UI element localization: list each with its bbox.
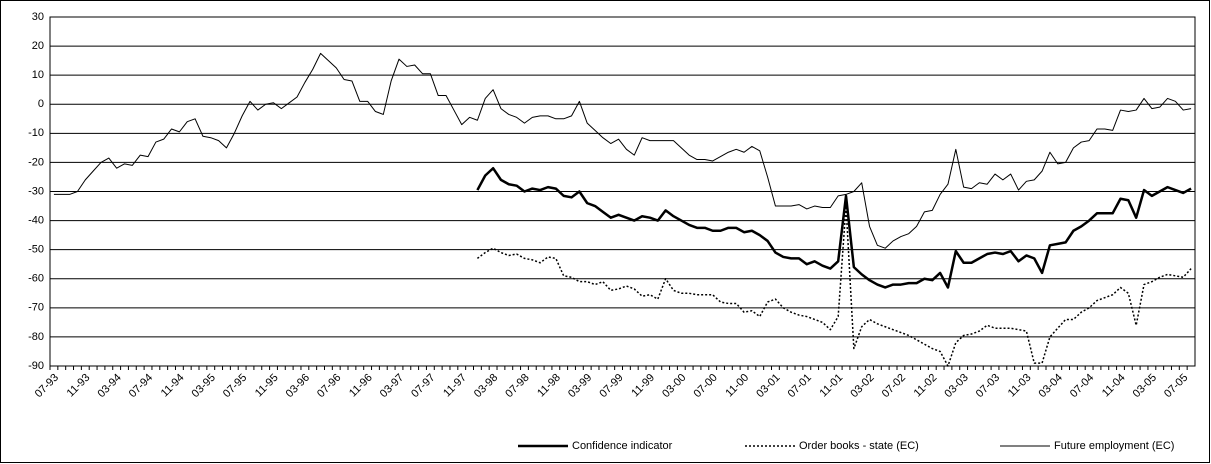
plot-lines	[53, 52, 1192, 367]
y-tick-label: -90	[28, 360, 44, 372]
series-line	[476, 166, 1192, 289]
y-tick-label: 0	[38, 98, 44, 110]
y-tick-label: -80	[28, 331, 44, 343]
y-tick-label: -30	[28, 185, 44, 197]
y-tick-label: 20	[32, 40, 44, 52]
series-line	[53, 52, 1192, 249]
y-tick-label: -40	[28, 214, 44, 226]
y-tick-label: -10	[28, 127, 44, 139]
series-line	[476, 205, 1192, 367]
y-tick-label: -60	[28, 273, 44, 285]
legend-label: Future employment (EC)	[1054, 440, 1174, 452]
legend-label: Order books - state (EC)	[799, 440, 919, 452]
y-tick-label: -70	[28, 302, 44, 314]
y-tick-label: -50	[28, 244, 44, 256]
y-tick-label: -20	[28, 156, 44, 168]
legend-label: Confidence indicator	[572, 440, 673, 452]
y-tick-label: 30	[32, 11, 44, 23]
y-tick-label: 10	[32, 69, 44, 81]
